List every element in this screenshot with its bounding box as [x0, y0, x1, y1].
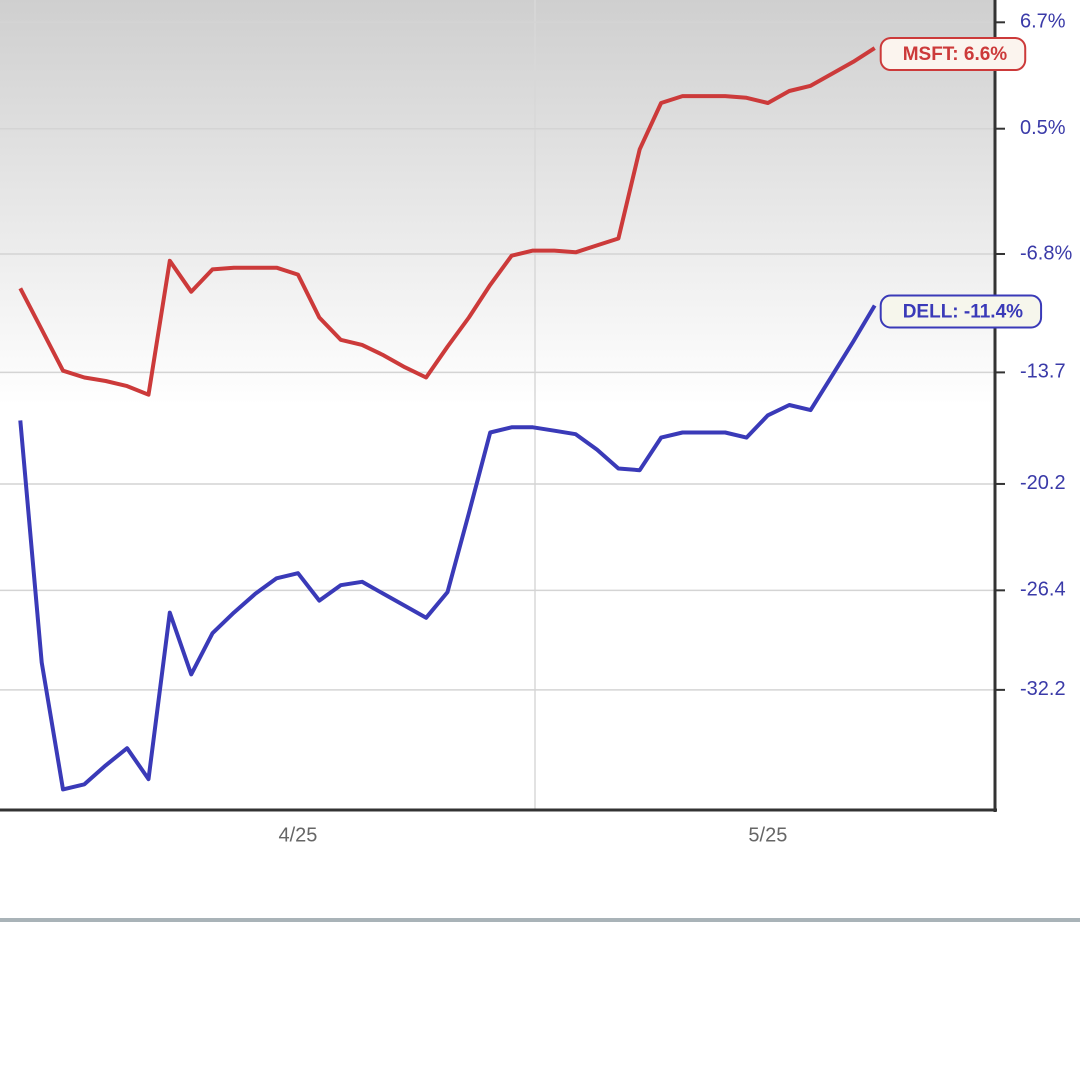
series-line [18, 46, 876, 397]
y-tick-label: 0.5% [1020, 117, 1066, 139]
x-tick-label: 5/25 [748, 824, 787, 846]
y-tick-label: -6.8% [1020, 242, 1072, 264]
plot-background [0, 0, 995, 810]
x-tick-label: 4/25 [279, 824, 318, 846]
end-tag-box [879, 37, 1027, 72]
footer-divider [0, 918, 1080, 922]
y-tick-label: -32.2 [1020, 678, 1066, 700]
end-tag-box [879, 294, 1043, 329]
marks: 6.7% 0.5% -6.8% -13.7 -20.2 -26.4 -32.2 4/25 5/2… [18, 11, 1072, 846]
end-tag: MSFT: 6.6% [879, 37, 1027, 72]
end-tag-label: DELL: -11.4% [903, 301, 1023, 322]
end-tag-label: MSFT: 6.6% [903, 44, 1008, 65]
y-tick-label: -20.2 [1020, 472, 1066, 494]
grid [0, 21, 995, 691]
y-tick-label: -13.7 [1020, 361, 1066, 383]
series-line [18, 304, 877, 792]
y-tick-label: -26.4 [1020, 579, 1066, 601]
end-tag: DELL: -11.4% [879, 294, 1043, 329]
y-tick-label: 6.7% [1020, 11, 1066, 33]
